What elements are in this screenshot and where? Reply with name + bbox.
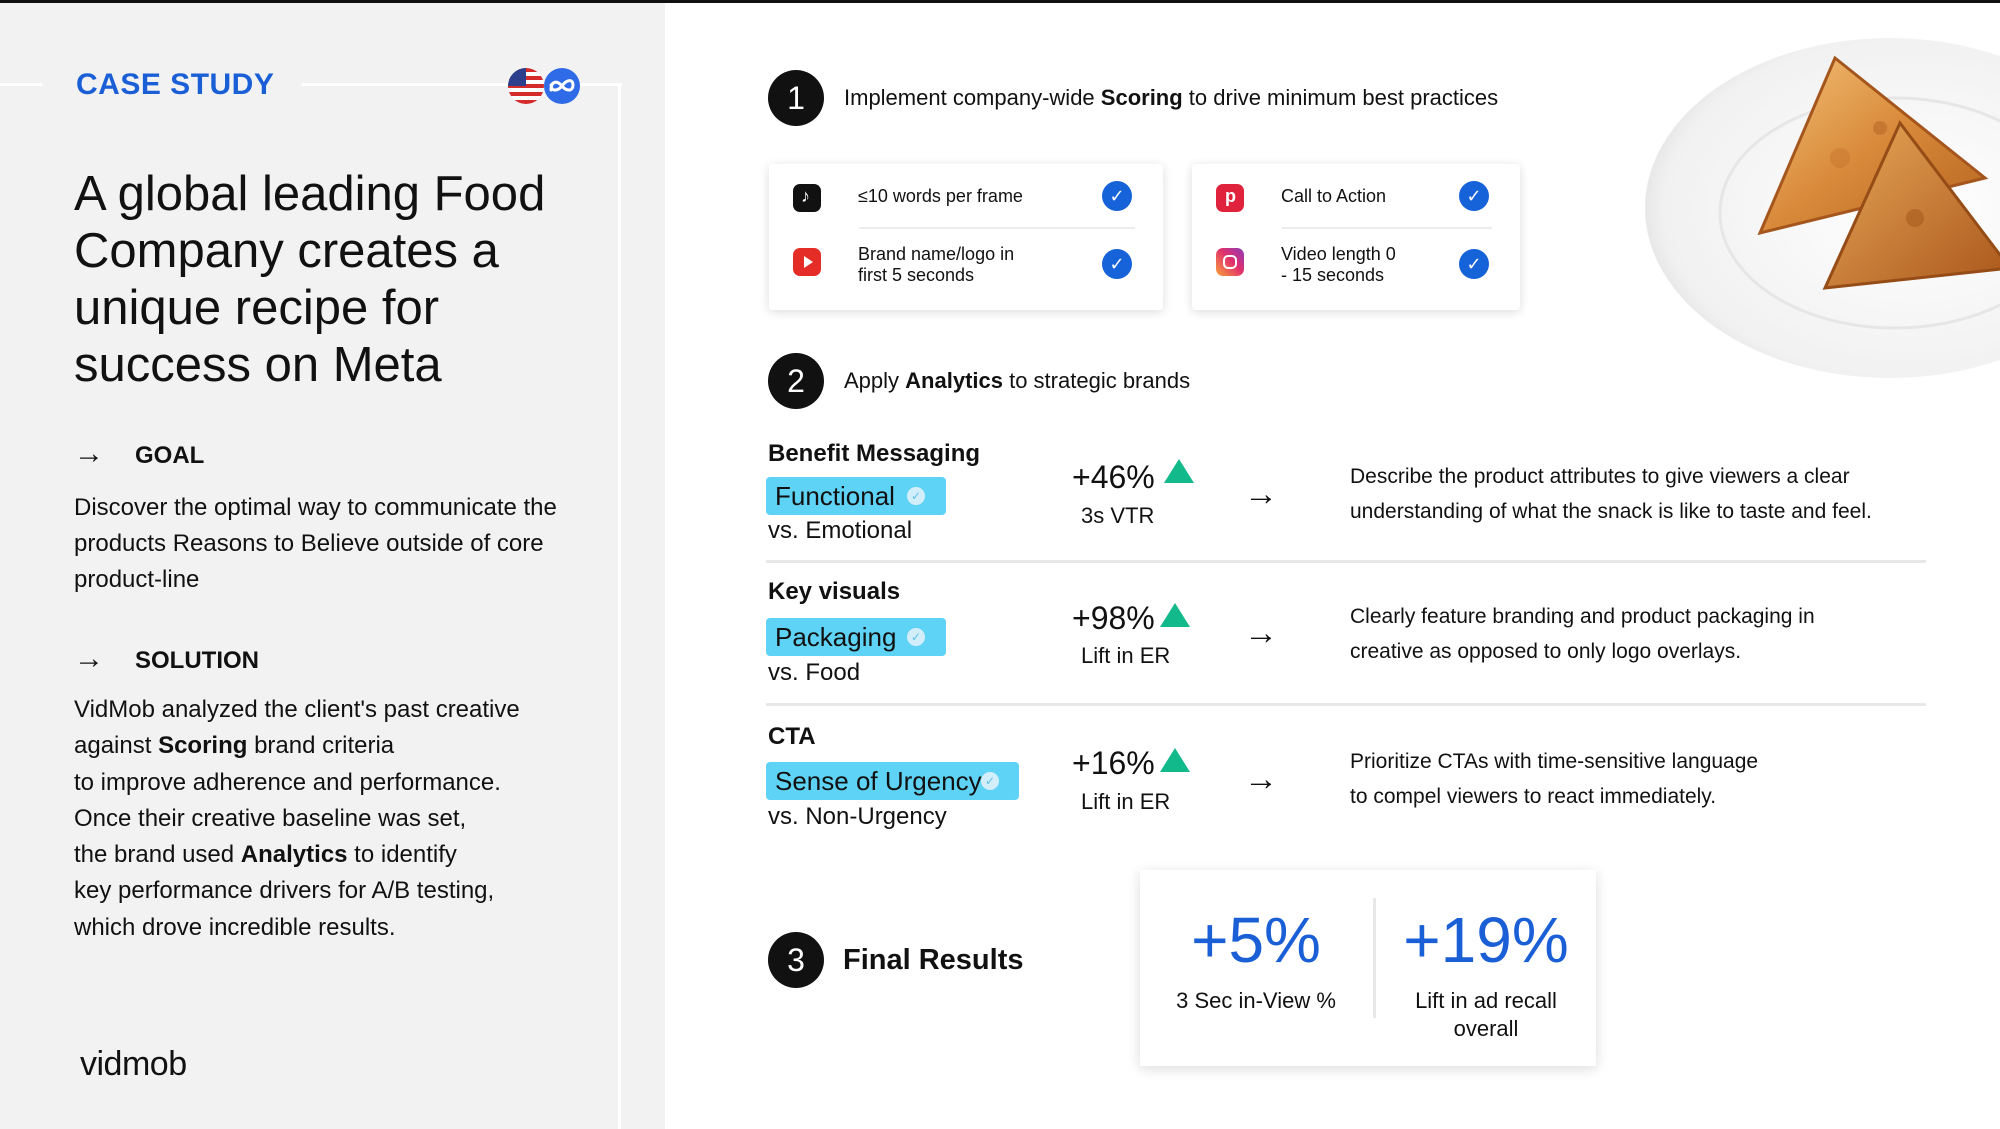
frame-line	[618, 83, 621, 1129]
divider	[1282, 227, 1492, 229]
comparison-label: vs. Non-Urgency	[768, 803, 947, 830]
pill-label: Functional	[775, 481, 895, 511]
top-rule	[0, 0, 2000, 3]
winning-variant-pill: Packaging ✓	[766, 618, 946, 656]
us-flag-icon	[508, 68, 544, 104]
scoring-card: Call to Action ✓ Video length 0- 15 seco…	[1192, 164, 1520, 310]
solution-line: key performance drivers for A/B testing,	[74, 877, 495, 905]
divider	[859, 227, 1135, 229]
category-title: Key visuals	[768, 578, 901, 605]
up-triangle-icon	[1164, 459, 1194, 483]
check-icon: ✓	[1102, 249, 1132, 279]
criterion-label: Brand name/logo in first 5 seconds	[858, 244, 1015, 285]
pill-label: Packaging	[775, 622, 897, 652]
goal-text: Discover the optimal way to communicate …	[74, 494, 557, 593]
verified-icon: ✓	[907, 628, 925, 646]
meta-logo-icon	[544, 68, 580, 104]
frame-line	[302, 83, 622, 86]
arrow-right-icon: →	[74, 642, 104, 675]
solution-text: VidMob analyzed the client's past creati…	[74, 692, 594, 946]
check-icon: ✓	[1102, 181, 1132, 211]
category-title: Benefit Messaging	[768, 440, 981, 467]
check-icon: ✓	[1459, 181, 1489, 211]
lift-stat: +46%	[1072, 459, 1155, 495]
criterion-label: ≤10 words per frame	[858, 186, 1023, 206]
arrow-right-icon: →	[1244, 760, 1278, 798]
row-divider	[766, 703, 1926, 706]
arrow-right-icon: →	[74, 437, 104, 470]
result-value: +5%	[1191, 904, 1321, 976]
arrow-right-icon: →	[1244, 614, 1278, 652]
page-title: A global leading Food Company creates a …	[74, 167, 546, 392]
metric-label: Lift in ER	[1081, 643, 1171, 668]
final-results-heading: Final Results	[843, 944, 1024, 976]
results-card: +5% 3 Sec in-View % +19% Lift in ad reca…	[1140, 870, 1596, 1066]
solution-line: against Scoring brand criteria	[74, 732, 395, 760]
up-triangle-icon	[1160, 748, 1190, 772]
solution-line: VidMob analyzed the client's past creati…	[74, 696, 520, 723]
result-label: Lift in ad recall overall	[1415, 988, 1557, 1041]
row-divider	[766, 560, 1926, 563]
step-2-heading: Apply Analytics to strategic brands	[844, 368, 1191, 393]
winning-variant-pill: Sense of Urgency ✓	[766, 762, 1019, 800]
pill-label: Sense of Urgency	[775, 766, 982, 796]
solution-line: the brand used Analytics to identify	[74, 841, 457, 869]
verified-icon: ✓	[907, 487, 925, 505]
solution-line: which drove incredible results.	[74, 913, 396, 941]
comparison-label: vs. Food	[768, 659, 861, 686]
instagram-icon	[1216, 248, 1244, 276]
results-divider	[1373, 898, 1376, 1018]
comparison-label: vs. Emotional	[768, 517, 913, 544]
solution-heading: SOLUTION	[135, 647, 259, 674]
frame-line	[0, 83, 42, 86]
check-icon: ✓	[1459, 249, 1489, 279]
insight-text: Clearly feature branding and product pac…	[1350, 605, 1815, 663]
result-value: +19%	[1403, 904, 1569, 976]
verified-icon: ✓	[981, 772, 999, 790]
tiktok-icon	[793, 184, 821, 212]
step-1-heading: Implement company-wide Scoring to drive …	[844, 85, 1499, 110]
arrow-right-icon: →	[1244, 475, 1278, 513]
toast-sandwich-image	[1640, 18, 2000, 383]
category-title: CTA	[768, 723, 816, 750]
solution-line: to improve adherence and performance.	[74, 768, 501, 796]
result-label: 3 Sec in-View %	[1176, 988, 1336, 1013]
step-number-2: 2	[768, 353, 824, 409]
criterion-label: Video length 0- 15 seconds	[1281, 244, 1396, 285]
vidmob-logo: vidmob	[80, 1045, 187, 1083]
step-number-1: 1	[768, 70, 824, 126]
left-panel	[0, 3, 665, 1129]
winning-variant-pill: Functional ✓	[766, 477, 946, 515]
lift-stat: +16%	[1072, 745, 1155, 781]
step-number-3: 3	[768, 932, 824, 988]
youtube-icon	[793, 248, 821, 276]
lift-stat: +98%	[1072, 600, 1155, 636]
solution-line: Once their creative baseline was set,	[74, 804, 467, 832]
pinterest-icon	[1216, 184, 1244, 212]
scoring-card: ≤10 words per frame ✓ Brand name/logo in…	[769, 164, 1163, 310]
up-triangle-icon	[1160, 603, 1190, 627]
metric-label: 3s VTR	[1081, 503, 1155, 528]
insight-text: Prioritize CTAs with time-sensitive lang…	[1350, 750, 1759, 808]
metric-label: Lift in ER	[1081, 789, 1171, 814]
goal-heading: GOAL	[135, 442, 205, 469]
insight-text: Describe the product attributes to give …	[1350, 465, 1872, 523]
case-study-label: CASE STUDY	[76, 68, 275, 101]
criterion-label: Call to Action	[1281, 186, 1387, 206]
